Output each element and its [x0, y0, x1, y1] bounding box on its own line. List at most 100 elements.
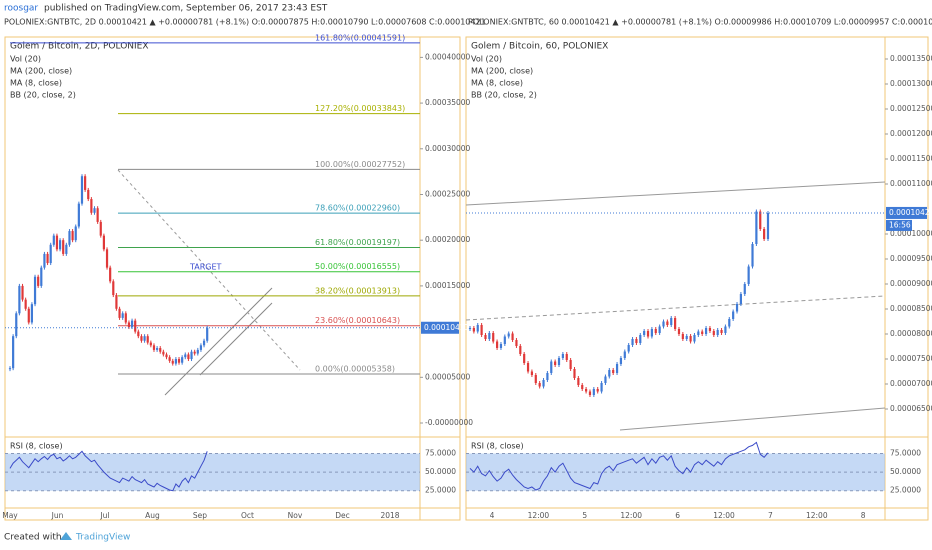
candle	[755, 211, 758, 244]
candle	[507, 333, 510, 337]
fib-label: 38.20%(0.00013913)	[315, 286, 400, 295]
candle	[62, 240, 65, 254]
brand: TradingView	[75, 533, 130, 543]
candle	[18, 285, 21, 314]
candle	[577, 378, 580, 385]
candle	[735, 304, 739, 312]
candle	[743, 284, 746, 294]
candle	[526, 363, 530, 372]
candle	[542, 380, 545, 387]
y-tick-label: 0.00025000	[425, 189, 471, 198]
y-tick-label: 0.00015000	[425, 281, 471, 290]
candle	[27, 308, 30, 323]
x-tick-label: May	[2, 511, 18, 520]
rsi-tick-label: 50.0000	[890, 467, 921, 476]
rsi-title: RSI (8, close)	[471, 442, 524, 451]
candle	[196, 349, 199, 354]
x-tick-label: Sep	[193, 511, 207, 520]
candle	[93, 208, 96, 213]
y-tick-label: 0.00012500	[890, 104, 932, 113]
candle	[181, 357, 184, 363]
candle	[8, 368, 12, 370]
candle	[24, 299, 27, 309]
y-tick-label: 0.00010000	[890, 229, 932, 238]
candle	[639, 335, 642, 343]
candle	[654, 329, 657, 333]
candle	[538, 383, 541, 387]
created-with: Created with	[4, 533, 62, 543]
candle	[592, 389, 595, 395]
pane-border	[4, 36, 461, 521]
candle	[137, 331, 140, 337]
rsi-tick-label: 25.0000	[890, 486, 921, 495]
candle	[174, 359, 177, 364]
candle	[689, 336, 692, 342]
candle	[115, 295, 118, 309]
indicator: Vol (20)	[471, 55, 502, 64]
candle	[650, 329, 653, 337]
candle	[503, 336, 506, 344]
candle	[581, 385, 584, 389]
candle	[149, 342, 152, 346]
x-tick-label: 6	[675, 511, 680, 520]
candle	[534, 375, 537, 383]
x-tick-label: Nov	[288, 511, 303, 520]
x-tick-label: 12:00	[713, 511, 735, 520]
candle	[156, 348, 159, 350]
rsi-title: RSI (8, close)	[10, 442, 63, 451]
chart-title: Golem / Bitcoin, 60, POLONIEX	[471, 42, 608, 52]
candle	[557, 358, 561, 365]
countdown-bg	[886, 219, 912, 231]
candle	[495, 341, 499, 348]
y-tick-label: 0.00007500	[890, 354, 932, 363]
candle	[600, 383, 603, 392]
candle	[118, 308, 121, 318]
trend-line	[465, 181, 886, 206]
candle	[30, 304, 34, 323]
fib-label: 100.00%(0.00027752)	[315, 160, 405, 169]
candle	[677, 329, 681, 334]
candle	[134, 320, 137, 332]
candle	[43, 253, 46, 268]
candle	[184, 354, 187, 358]
candle	[168, 357, 171, 361]
candle	[720, 330, 723, 333]
price-tag: 0.00010421	[889, 208, 932, 217]
indicator: MA (200, close)	[10, 67, 72, 76]
candle	[68, 231, 71, 245]
candle	[643, 331, 646, 335]
countdown: 16:56	[889, 220, 911, 229]
candle	[84, 176, 87, 190]
candle	[511, 333, 514, 340]
y-tick-label: 0.00035000	[425, 98, 471, 107]
candle	[130, 320, 134, 328]
author: roosgar	[4, 4, 38, 14]
fib-label: 127.20%(0.00033843)	[315, 104, 405, 113]
y-tick-label: 0.00012000	[890, 129, 932, 138]
candle	[666, 321, 669, 325]
rsi-tick-label: 75.0000	[890, 449, 921, 458]
candle	[37, 276, 40, 286]
candle	[627, 345, 630, 352]
candle	[550, 361, 553, 373]
candle	[162, 351, 165, 355]
candle	[206, 327, 209, 341]
candle	[71, 231, 74, 241]
candle	[99, 221, 102, 236]
price-tag-bg	[421, 321, 459, 334]
trend-line	[164, 287, 273, 396]
candle	[105, 249, 109, 268]
candle	[65, 244, 68, 254]
fib-label: 61.80%(0.00019197)	[315, 238, 400, 247]
candle	[124, 313, 127, 323]
candle	[530, 371, 534, 375]
rsi-line	[9, 450, 208, 492]
candle	[619, 358, 623, 364]
candle	[77, 203, 80, 227]
y-tick-label: 0.00005000	[425, 372, 471, 381]
candle	[728, 319, 731, 327]
logo	[60, 532, 72, 540]
candle	[143, 336, 146, 341]
chart-title: Golem / Bitcoin, 2D, POLONIEX	[10, 42, 149, 52]
